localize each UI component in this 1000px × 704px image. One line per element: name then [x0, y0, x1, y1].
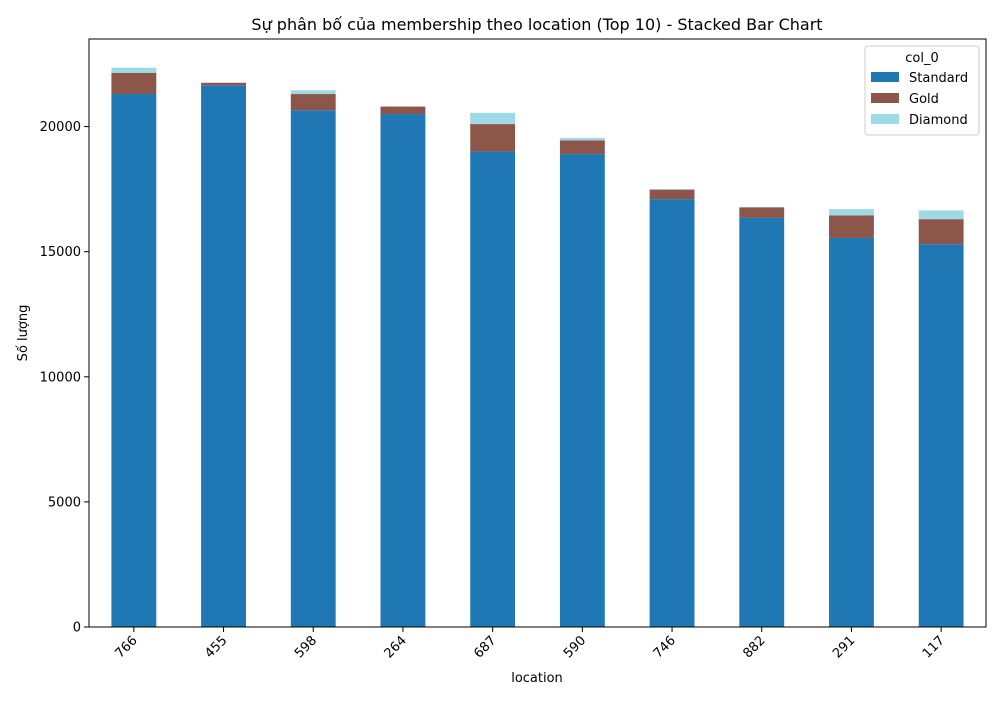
legend-label-gold: Gold: [909, 92, 939, 107]
bar-standard-687: [470, 151, 516, 627]
x-tick-label: 590: [561, 633, 589, 661]
x-tick-label: 264: [382, 633, 410, 661]
bar-standard-598: [290, 110, 336, 627]
bar-standard-117: [918, 244, 964, 628]
bar-gold-882: [739, 207, 785, 218]
bar-standard-264: [380, 114, 426, 627]
x-axis: 766 455 598 264 687 590 746 882 291 117: [113, 627, 948, 661]
legend-swatch-diamond: [871, 114, 899, 124]
bar-diamond-291: [829, 209, 874, 216]
bar-gold-766: [111, 72, 157, 95]
bar-diamond-766: [111, 67, 157, 73]
bar-gold-687: [470, 124, 516, 152]
plot-frame: [88, 38, 987, 628]
bar-diamond-746: [649, 189, 695, 190]
y-tick-label: 5000: [48, 495, 81, 510]
y-tick-label: 0: [73, 621, 81, 636]
bar-standard-455: [201, 85, 246, 628]
bar-standard-291: [829, 237, 874, 628]
bars-group: [111, 67, 964, 628]
bar-standard-882: [739, 217, 785, 627]
chart-title: Sự phân bố của membership theo location …: [251, 15, 822, 34]
bar-gold-455: [201, 82, 246, 86]
bar-standard-766: [111, 94, 157, 628]
legend-box: [864, 45, 980, 136]
bar-diamond-882: [739, 206, 785, 208]
x-tick-label: 455: [202, 633, 230, 661]
legend-entries: Standard Gold Diamond: [871, 71, 968, 128]
bar-diamond-590: [559, 137, 605, 141]
bar-standard-590: [559, 154, 605, 627]
x-tick-label: 598: [292, 633, 320, 661]
legend-swatch-standard: [871, 72, 899, 82]
y-tick-label: 20000: [40, 120, 81, 135]
legend-label-standard: Standard: [909, 71, 968, 86]
legend: col_0 Standard Gold Diamond: [864, 45, 980, 136]
bar-gold-117: [918, 219, 964, 245]
x-tick-label: 882: [740, 633, 768, 661]
bar-gold-590: [559, 140, 605, 155]
bar-diamond-598: [290, 90, 336, 95]
legend-swatch-gold: [871, 93, 899, 103]
bar-diamond-687: [470, 112, 516, 125]
y-tick-label: 10000: [40, 370, 81, 385]
y-axis-label: Số lượng: [16, 305, 31, 362]
x-tick-label: 687: [471, 633, 499, 661]
y-axis: 0 5000 10000 15000 20000: [40, 120, 89, 636]
bar-gold-598: [290, 94, 336, 111]
bar-gold-291: [829, 215, 874, 238]
bar-gold-746: [649, 189, 695, 200]
x-tick-label: 117: [920, 633, 948, 661]
x-tick-label: 291: [830, 633, 858, 661]
x-axis-label: location: [511, 671, 563, 686]
bar-diamond-117: [918, 210, 964, 220]
legend-title: col_0: [905, 51, 938, 66]
bar-gold-264: [380, 106, 426, 115]
x-tick-label: 746: [651, 633, 679, 661]
bar-standard-746: [649, 199, 695, 627]
legend-label-diamond: Diamond: [909, 113, 968, 128]
y-tick-label: 15000: [40, 245, 81, 260]
x-tick-label: 766: [113, 633, 141, 661]
